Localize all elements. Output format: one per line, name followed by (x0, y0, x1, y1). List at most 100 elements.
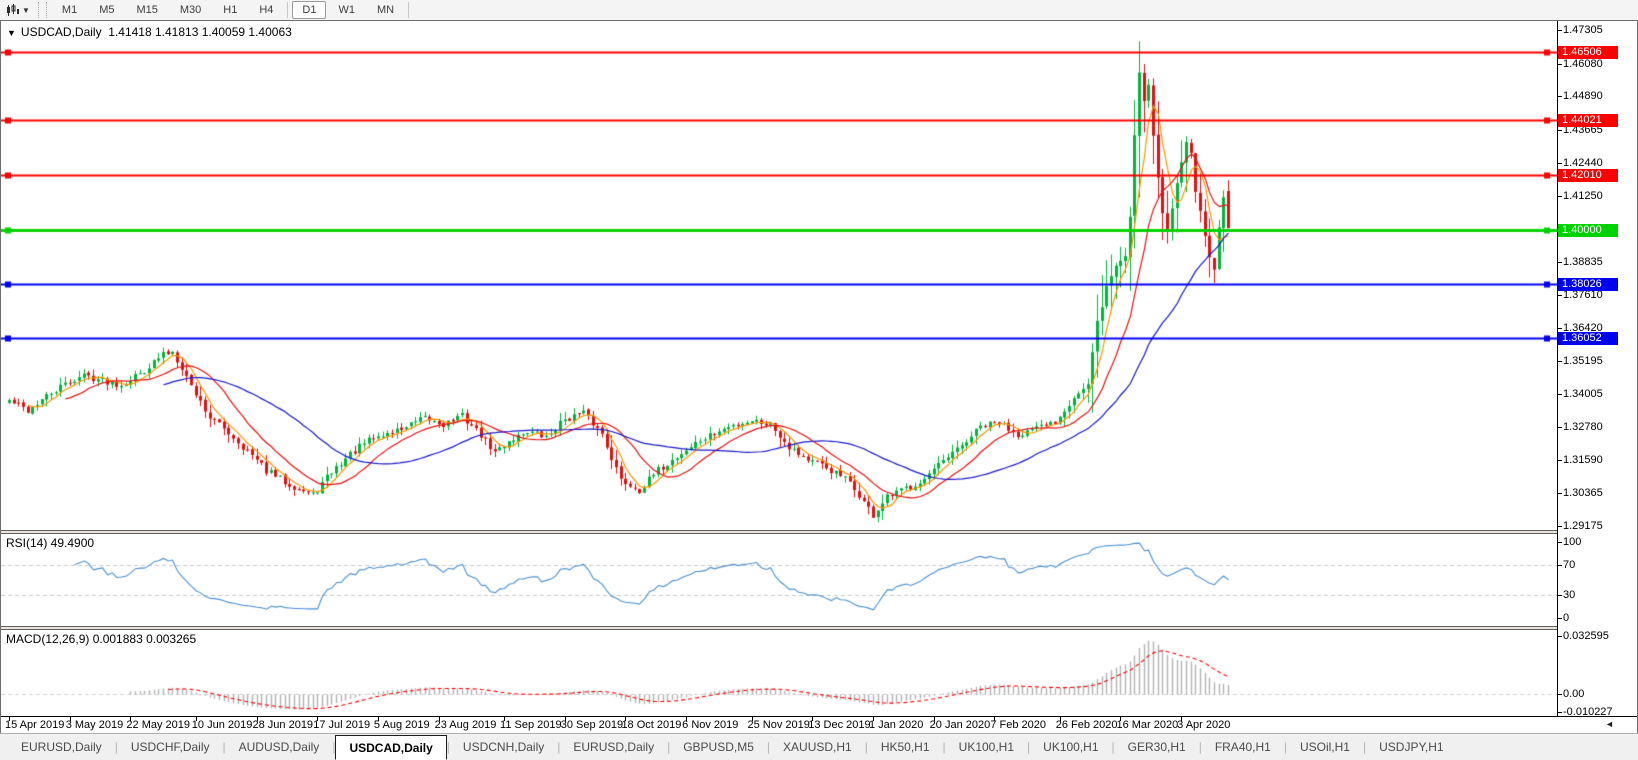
date-tick (504, 717, 506, 721)
tab-separator: | (446, 740, 450, 754)
price-tick: 1.38835 (1558, 255, 1603, 268)
date-label: 5 Aug 2019 (373, 719, 430, 731)
rsi-panel: RSI(14) 49.4900 (1, 534, 1557, 626)
price-chart-canvas[interactable] (1, 21, 1557, 530)
chart-tab-usoil-h1[interactable]: USOil,H1 (1299, 740, 1350, 754)
hline-price-label: 1.46506 (1558, 45, 1618, 59)
chart-tab-usdcnh-daily[interactable]: USDCNH,Daily (462, 740, 545, 754)
date-label: 6 Nov 2019 (682, 719, 739, 731)
date-label: 11 Sep 2019 (500, 719, 562, 731)
date-axis[interactable]: ◄ 15 Apr 2019 3 May 2019 22 May 2019 10 Jun… (1, 716, 1637, 733)
price-tick: 1.46080 (1558, 57, 1603, 70)
date-tick (130, 717, 132, 721)
macd-chart-canvas[interactable] (1, 630, 1557, 716)
date-label: 7 Feb 2020 (990, 719, 1047, 731)
date-tick (812, 717, 814, 721)
date-tick (256, 717, 258, 721)
chart-tab-usdcad-daily[interactable]: USDCAD,Daily (335, 735, 447, 760)
rsi-tick: 0 (1557, 612, 1570, 624)
price-panel: ▼ USDCAD,Daily 1.41418 1.41813 1.40059 1.… (1, 21, 1557, 530)
rsi-chart-canvas[interactable] (1, 534, 1557, 626)
hline-price-label: 1.44021 (1558, 113, 1618, 127)
macd-tick: -0.010227 (1558, 706, 1613, 718)
date-tick (195, 717, 197, 721)
date-label: 30 Sep 2019 (560, 719, 624, 731)
price-tick: 1.30365 (1558, 487, 1603, 500)
toolbar-separator (287, 2, 289, 18)
panel-separator[interactable] (1, 530, 1637, 534)
timeframe-button-m30[interactable]: M30 (179, 4, 202, 16)
rsi-tick: 70 (1557, 558, 1576, 571)
date-tick (933, 717, 935, 721)
price-tick: 1.35195 (1558, 355, 1603, 368)
timeframe-button-m15[interactable]: M15 (136, 4, 158, 16)
tab-separator: | (332, 740, 336, 754)
date-label: 22 May 2019 (126, 719, 191, 731)
chart-tab-uk100-h1[interactable]: UK100,H1 (1043, 740, 1099, 754)
date-tick (751, 717, 753, 721)
price-tick: 1.29175 (1558, 520, 1603, 532)
chart-tab-ger30-h1[interactable]: GER30,H1 (1127, 740, 1186, 754)
chart-tab-fra40-h1[interactable]: FRA40,H1 (1214, 740, 1271, 754)
date-tick (9, 717, 10, 721)
timeframe-button-m5[interactable]: M5 (99, 4, 115, 16)
chart-tab-xauusd-h1[interactable]: XAUUSD,H1 (783, 740, 852, 754)
timeframe-button-h1[interactable]: H1 (223, 4, 238, 16)
chart-tab-bar: EURUSD,Daily | USDCHF,Daily | AUDUSD,Daily | U… (0, 733, 1638, 760)
date-label: 1 Jan 2020 (868, 719, 924, 731)
tab-separator: | (942, 740, 946, 754)
timeframe-button-m1[interactable]: M1 (61, 4, 78, 16)
tab-separator: | (1111, 740, 1115, 754)
macd-tick: 0.032595 (1558, 630, 1609, 642)
tab-separator: | (667, 740, 671, 754)
price-tick: 1.34005 (1558, 387, 1603, 400)
date-label: 18 Oct 2019 (621, 719, 682, 731)
date-label: 17 Jul 2019 (313, 719, 371, 731)
date-tick (1120, 717, 1122, 721)
toolbar-grip[interactable] (37, 2, 47, 18)
macd-label: MACD(12,26,9) 0.001883 0.003265 (6, 632, 197, 646)
timeframe-button-h4[interactable]: H4 (259, 4, 274, 16)
timeframe-button-d1[interactable]: D1 (292, 1, 327, 19)
timeframe-button-w1[interactable]: W1 (338, 4, 355, 16)
date-label: 25 Nov 2019 (747, 719, 810, 731)
symbol-title: USDCAD,Daily (20, 25, 102, 39)
date-label: 3 May 2019 (65, 719, 124, 731)
chart-tab-uk100-h1[interactable]: UK100,H1 (958, 740, 1015, 754)
timeframe-button-mn[interactable]: MN (376, 4, 395, 16)
date-tick (1059, 717, 1061, 721)
hline-price-label: 1.38026 (1558, 277, 1618, 291)
date-tick (69, 717, 71, 721)
ohlc-readout: 1.41418 1.41813 1.40059 1.40063 (108, 25, 292, 39)
date-label: 10 Jun 2019 (191, 719, 253, 731)
tab-separator: | (1027, 740, 1031, 754)
tab-separator: | (1362, 740, 1367, 754)
tab-separator: | (1283, 740, 1287, 754)
chart-tab-eurusd-daily[interactable]: EURUSD,Daily (573, 740, 655, 754)
chart-tab-hk50-h1[interactable]: HK50,H1 (880, 740, 930, 754)
collapse-arrow-icon[interactable]: ▼ (7, 28, 16, 38)
price-scale[interactable]: 1.47305 1.46080 1.44890 1.43665 1.42440 1.412… (1557, 21, 1637, 718)
date-label: 20 Jan 2020 (929, 719, 991, 731)
chart-tab-eurusd-daily[interactable]: EURUSD,Daily (21, 740, 102, 754)
date-tick (377, 717, 379, 721)
macd-panel: MACD(12,26,9) 0.001883 0.003265 (1, 630, 1557, 716)
date-tick (686, 717, 688, 721)
scroll-left-icon[interactable]: ◄ (1605, 719, 1614, 729)
chevron-down-icon[interactable]: ▼ (22, 5, 30, 15)
chart-tab-usdchf-daily[interactable]: USDCHF,Daily (130, 740, 210, 754)
hline-price-label: 1.36052 (1558, 331, 1618, 345)
rsi-tick: 30 (1557, 589, 1576, 602)
chart-type-button[interactable]: ▼ (2, 3, 34, 18)
chart-tab-audusd-daily[interactable]: AUDUSD,Daily (238, 740, 320, 754)
date-tick (625, 717, 627, 721)
tab-separator: | (222, 740, 226, 754)
chart-tab-usdjpy-h1[interactable]: USDJPY,H1 (1379, 740, 1444, 754)
panel-separator[interactable] (1, 626, 1637, 630)
date-label: 23 Aug 2019 (434, 719, 497, 731)
date-tick (1181, 717, 1183, 721)
date-label: 3 Apr 2020 (1177, 719, 1231, 731)
date-label: 16 Mar 2020 (1116, 719, 1179, 731)
macd-tick: 0.00 (1557, 687, 1585, 700)
chart-tab-gbpusd-m5[interactable]: GBPUSD,M5 (683, 740, 754, 754)
